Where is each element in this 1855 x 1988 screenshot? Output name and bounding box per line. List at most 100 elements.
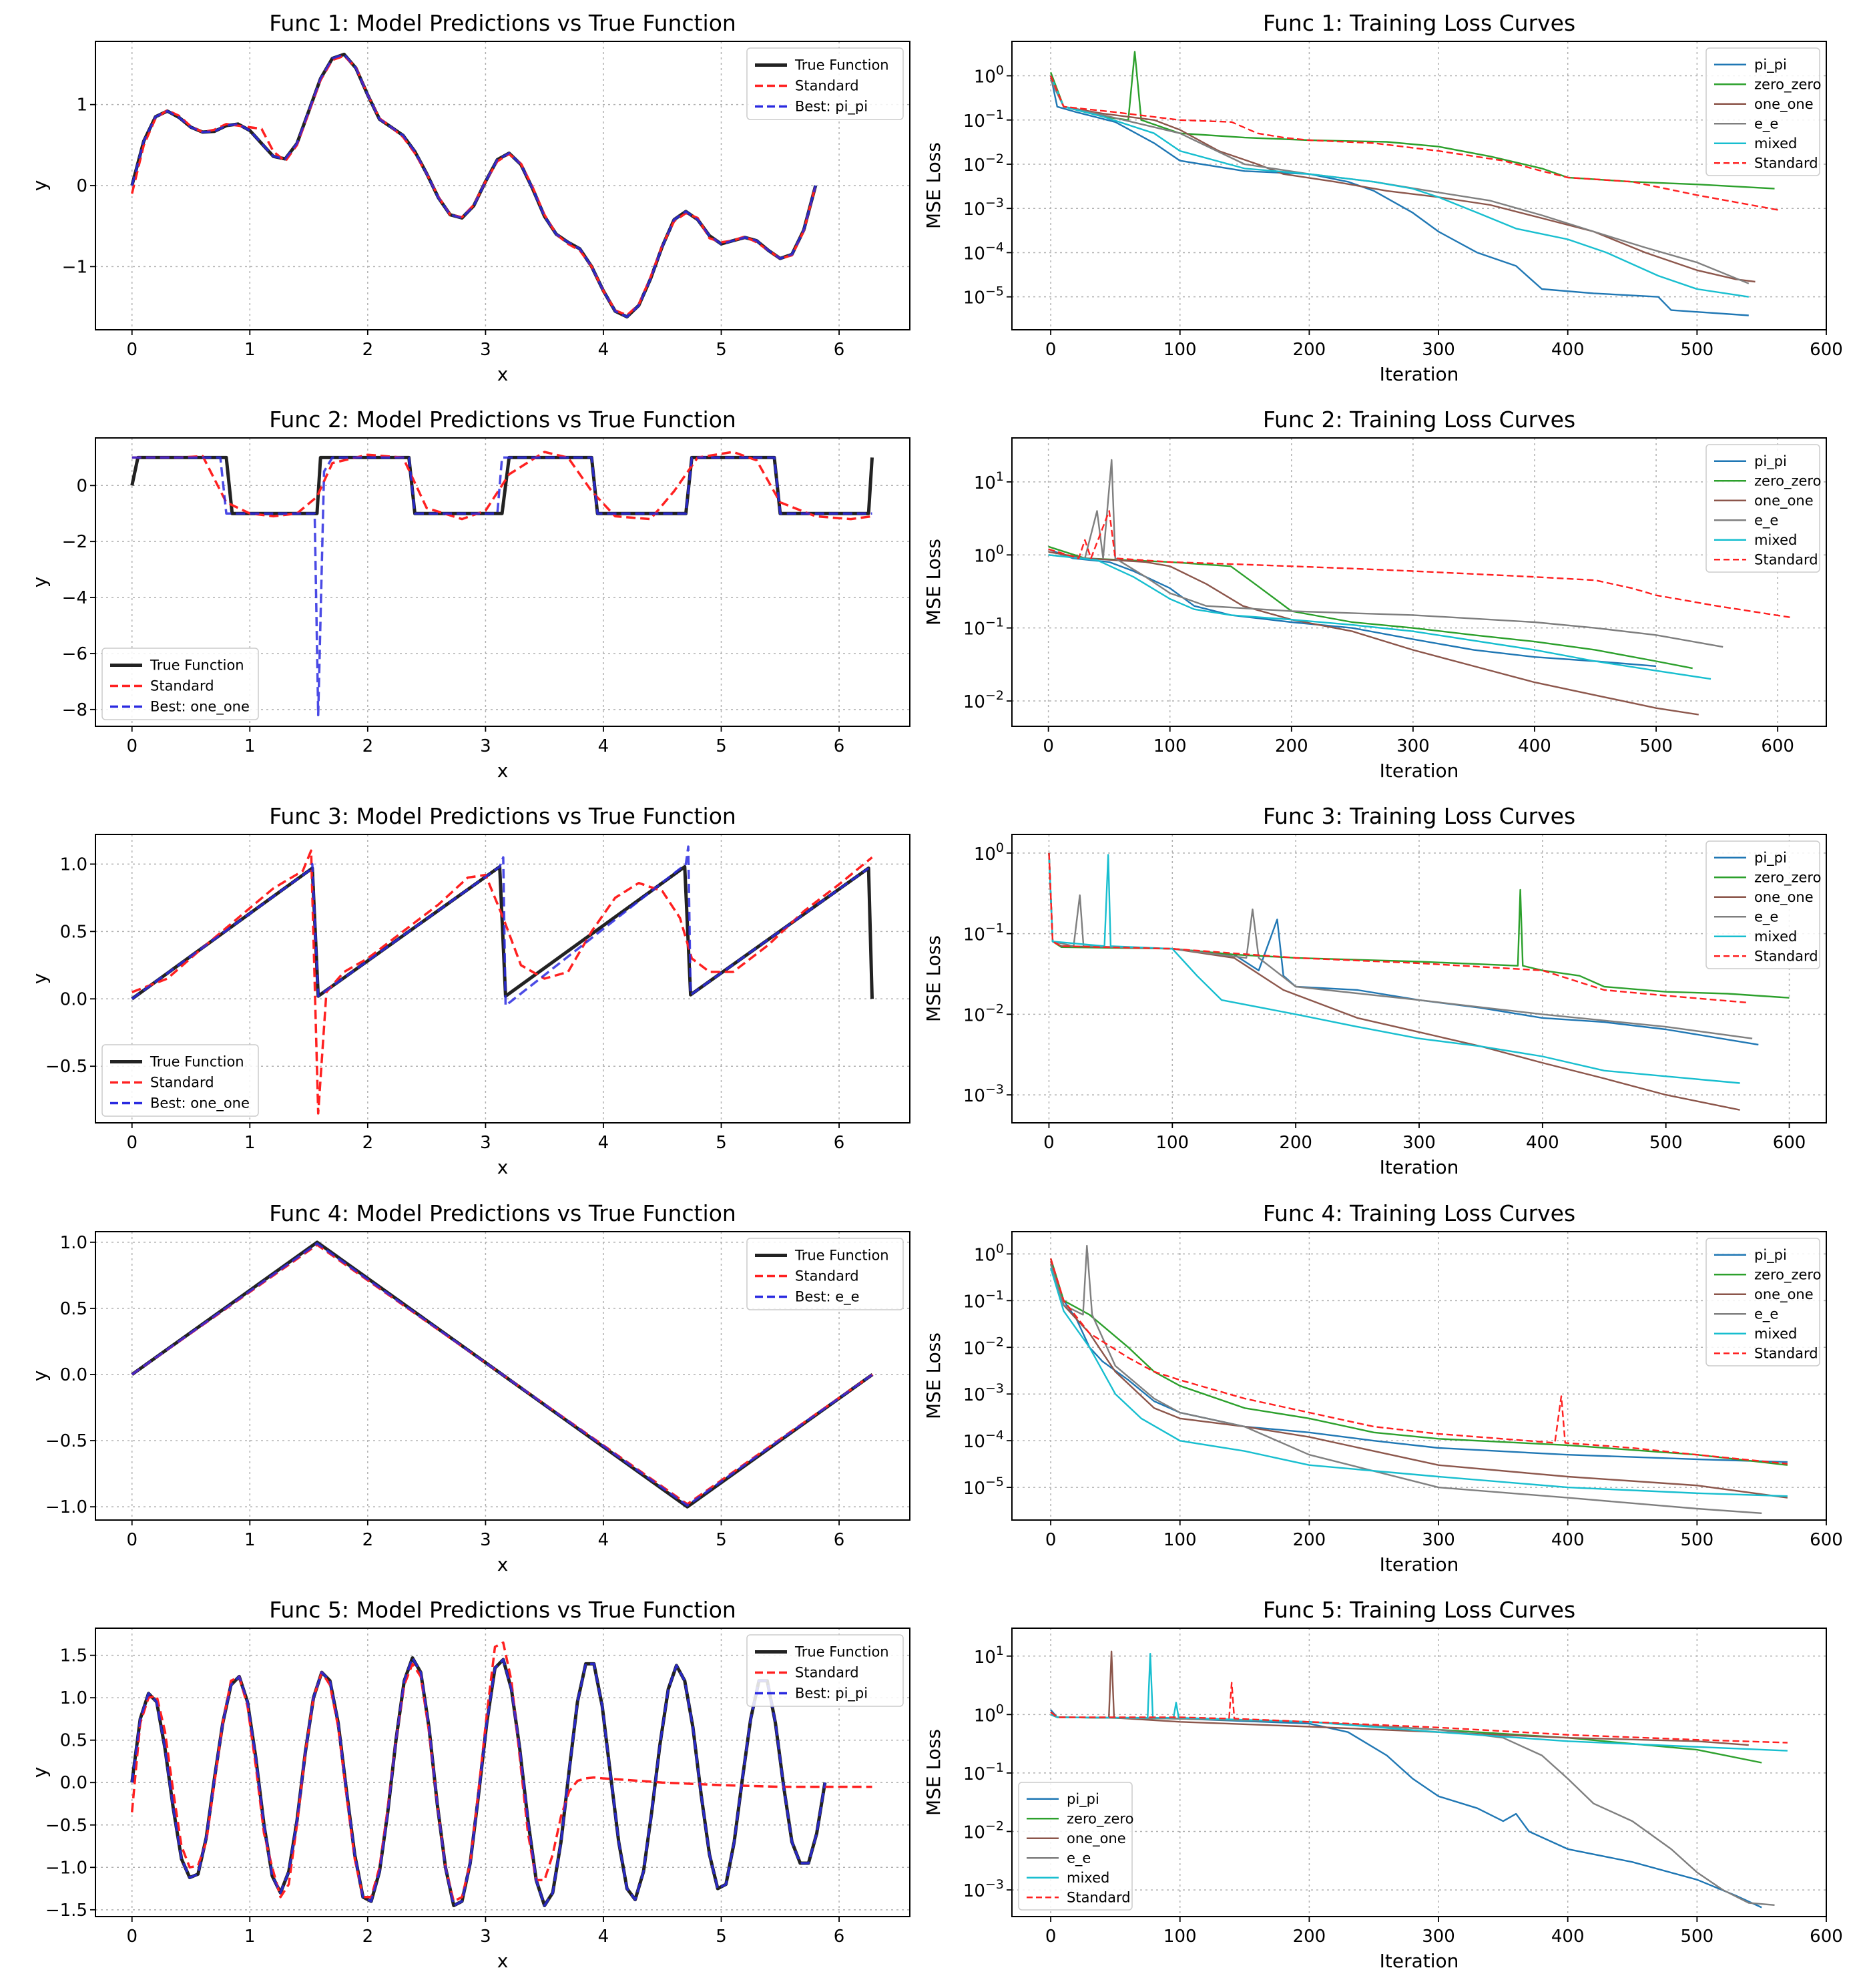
y-tick-label: 10−2 bbox=[963, 688, 1004, 712]
x-tick-label: 0 bbox=[126, 1927, 138, 1947]
loss-line-Standard bbox=[1049, 75, 1782, 212]
y-tick-label: 0.5 bbox=[60, 922, 87, 942]
x-tick-label: 4 bbox=[598, 340, 609, 360]
legend-label: True Function bbox=[794, 57, 889, 73]
x-tick-label: 4 bbox=[598, 1530, 609, 1550]
y-tick-label: 100 bbox=[974, 840, 1004, 864]
y-tick-label: 1 bbox=[76, 95, 87, 115]
loss-line-one_one bbox=[1048, 852, 1740, 1111]
plot-area bbox=[1049, 51, 1782, 316]
loss-line-zero_zero bbox=[1048, 545, 1693, 670]
x-axis-label: Iteration bbox=[1380, 363, 1459, 385]
x-tick-label: 300 bbox=[1396, 736, 1430, 756]
chart-title: Func 5: Model Predictions vs True Functi… bbox=[269, 1597, 736, 1623]
plot-area bbox=[1048, 852, 1790, 1111]
legend-label: zero_zero bbox=[1754, 869, 1821, 886]
legend-label: mixed bbox=[1754, 532, 1797, 548]
legend-label: Standard bbox=[1754, 551, 1818, 567]
legend-label: mixed bbox=[1754, 136, 1797, 152]
legend-label: Standard bbox=[795, 1268, 859, 1284]
legend-label: mixed bbox=[1754, 1326, 1797, 1342]
legend-label: one_one bbox=[1754, 889, 1814, 906]
x-tick-label: 0 bbox=[126, 1530, 138, 1550]
plot-area bbox=[131, 845, 874, 1115]
axes-frame bbox=[1011, 1231, 1827, 1521]
y-tick-label: −1.5 bbox=[45, 1901, 87, 1921]
x-axis-label: x bbox=[497, 1553, 509, 1575]
x-tick-label: 4 bbox=[598, 1133, 609, 1153]
x-tick-label: 0 bbox=[1045, 1530, 1057, 1550]
y-tick-label: −2 bbox=[62, 532, 87, 552]
y-tick-label: 10−2 bbox=[963, 1819, 1004, 1843]
x-tick-label: 500 bbox=[1639, 736, 1673, 756]
y-tick-label: 10−2 bbox=[963, 1334, 1004, 1358]
legend-label: e_e bbox=[1754, 115, 1778, 132]
chart-panel-10: 0 100 200 300 400 500 600 10−3 10−2 10−1 100 101 Fun… bbox=[922, 1597, 1843, 1972]
x-tick-label: 500 bbox=[1649, 1133, 1683, 1153]
axes-frame bbox=[95, 1628, 910, 1917]
x-axis-label: x bbox=[497, 1950, 509, 1972]
legend-label: Best: e_e bbox=[795, 1289, 860, 1306]
x-tick-label: 200 bbox=[1293, 1927, 1326, 1947]
loss-line-one_one bbox=[1049, 1260, 1788, 1499]
chart-panel-9: 0 1 2 3 4 5 6 −1.5 −1.0 −0.5 0.0 0.5 1.0 1.5 Func 5: M… bbox=[29, 1597, 910, 1972]
x-tick-label: 600 bbox=[1761, 736, 1794, 756]
y-tick-label: 100 bbox=[974, 542, 1004, 566]
x-tick-label: 1 bbox=[244, 340, 256, 360]
y-tick-label: 10−2 bbox=[963, 1001, 1004, 1025]
legend-label: e_e bbox=[1067, 1850, 1091, 1867]
legend-label: True Function bbox=[150, 658, 244, 674]
standard-line bbox=[131, 849, 873, 1115]
x-tick-label: 3 bbox=[480, 1133, 491, 1153]
x-tick-label: 600 bbox=[1810, 340, 1843, 360]
x-tick-label: 100 bbox=[1163, 340, 1197, 360]
x-tick-label: 300 bbox=[1402, 1133, 1436, 1153]
legend-label: Standard bbox=[1754, 1345, 1818, 1361]
y-tick-label: −1.0 bbox=[45, 1497, 87, 1517]
standard-line bbox=[131, 451, 872, 521]
y-tick-label: 0.0 bbox=[60, 1773, 87, 1793]
x-tick-label: 500 bbox=[1681, 1530, 1714, 1550]
legend-label: True Function bbox=[794, 1644, 889, 1660]
x-tick-label: 0 bbox=[126, 340, 138, 360]
x-tick-label: 1 bbox=[244, 736, 256, 756]
y-tick-label: 0.0 bbox=[60, 989, 87, 1009]
legend-label: Standard bbox=[795, 78, 859, 94]
legend-label: True Function bbox=[794, 1248, 889, 1264]
y-tick-label: −8 bbox=[62, 700, 87, 720]
x-tick-label: 2 bbox=[362, 1530, 374, 1550]
x-tick-label: 5 bbox=[716, 1530, 727, 1550]
chart-panel-4: 0 100 200 300 400 500 600 10−2 10−1 100 101 Func 2:… bbox=[922, 407, 1827, 782]
chart-title: Func 4: Model Predictions vs True Functi… bbox=[269, 1200, 736, 1226]
loss-line-Standard bbox=[1048, 510, 1790, 618]
y-tick-label: 1.5 bbox=[60, 1646, 87, 1666]
x-axis-label: x bbox=[497, 363, 509, 385]
axes-frame bbox=[1011, 41, 1827, 330]
loss-line-Standard bbox=[1050, 1682, 1788, 1744]
plot-area bbox=[1050, 1650, 1788, 1909]
legend-label: Standard bbox=[150, 1075, 214, 1091]
chart-title: Func 5: Training Loss Curves bbox=[1263, 1597, 1575, 1623]
x-tick-label: 3 bbox=[480, 736, 491, 756]
x-axis-label: Iteration bbox=[1380, 1553, 1459, 1575]
x-tick-label: 200 bbox=[1293, 1530, 1326, 1550]
y-tick-label: 1.0 bbox=[60, 854, 87, 875]
legend-label: pi_pi bbox=[1754, 850, 1787, 866]
y-axis-label: y bbox=[29, 180, 51, 192]
x-tick-label: 5 bbox=[716, 736, 727, 756]
x-tick-label: 3 bbox=[480, 1927, 491, 1947]
x-tick-label: 4 bbox=[598, 1927, 609, 1947]
x-tick-label: 600 bbox=[1810, 1927, 1843, 1947]
y-tick-label: 10−3 bbox=[963, 196, 1004, 220]
x-tick-label: 400 bbox=[1551, 340, 1585, 360]
loss-line-mixed bbox=[1049, 75, 1749, 298]
y-tick-label: 10−3 bbox=[963, 1082, 1004, 1106]
loss-line-mixed bbox=[1050, 1653, 1788, 1752]
axes-frame bbox=[95, 437, 910, 727]
y-tick-label: 10−3 bbox=[963, 1877, 1004, 1901]
y-tick-label: 1.0 bbox=[60, 1688, 87, 1708]
x-tick-label: 100 bbox=[1163, 1530, 1197, 1550]
axes-frame bbox=[95, 834, 910, 1124]
legend-label: e_e bbox=[1754, 909, 1778, 925]
